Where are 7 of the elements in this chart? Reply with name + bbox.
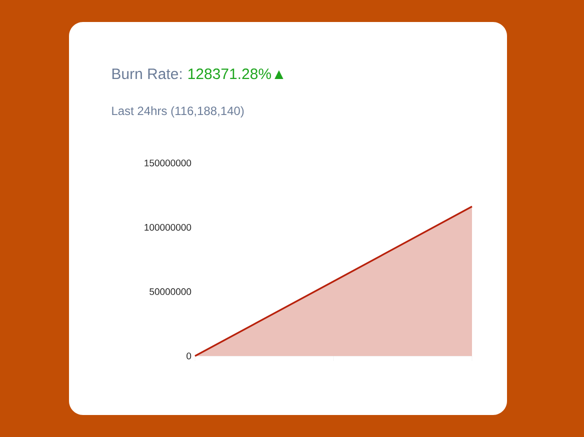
- text: 128371.28%▲: [188, 68, 284, 80]
- chart-title: Burn Rate:: [112, 68, 182, 80]
- chart-subtitle: Last 24hrs (116,188,140): [112, 106, 244, 118]
- y-tick-label: 50000000: [150, 288, 192, 296]
- y-tick-label: 150000000: [144, 160, 192, 166]
- y-tick-label: 0: [186, 352, 192, 360]
- y-tick-label: 100000000: [144, 224, 192, 231]
